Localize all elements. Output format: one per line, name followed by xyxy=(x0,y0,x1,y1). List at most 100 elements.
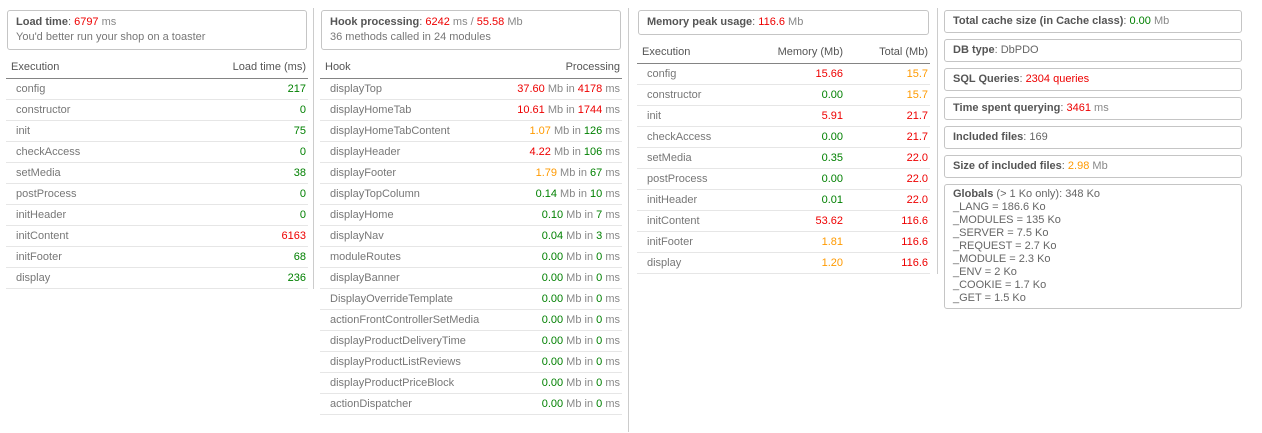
info-box: Included files: 169 xyxy=(944,126,1242,149)
column-header-execution: Execution xyxy=(6,57,153,79)
memory-cell: 0.01 xyxy=(726,189,845,211)
separator: : xyxy=(1023,131,1030,143)
total-memory-cell: 15.7 xyxy=(845,84,930,106)
column-header-hook: Hook xyxy=(320,57,502,79)
execution-name: postProcess xyxy=(637,168,726,190)
hook-time-value: 0 xyxy=(596,251,603,263)
execution-name: config xyxy=(637,63,726,85)
table-row: displayTopColumn 0.14 Mb in 10 ms xyxy=(320,183,622,205)
table-row: displayHomeTab 10.61 Mb in 1744 ms xyxy=(320,99,622,121)
memory-value: 15.66 xyxy=(815,68,843,80)
hook-memory-value: 0.00 xyxy=(541,356,564,368)
separator: : xyxy=(67,16,75,28)
hook-unit-text: ms xyxy=(602,272,620,284)
table-row: initContent 6163 xyxy=(6,225,308,247)
load-time-value: 6163 xyxy=(281,230,306,242)
total-memory-cell: 22.0 xyxy=(845,189,930,211)
hook-tbody: displayTop 37.60 Mb in 4178 ms displayHome… xyxy=(320,78,622,415)
global-variable-line: _REQUEST = 2.7 Ko xyxy=(953,240,1057,252)
hook-memory-value: 0.00 xyxy=(541,314,564,326)
info-box: Size of included files: 2.98 Mb xyxy=(944,155,1242,178)
hook-memory-value: 0.14 xyxy=(535,188,557,200)
table-row: display 236 xyxy=(6,267,308,289)
info-box-value: 169 xyxy=(1029,131,1048,143)
execution-name: constructor xyxy=(637,84,726,106)
hook-unit-text: ms xyxy=(602,104,620,116)
hook-name: displayProductListReviews xyxy=(320,351,502,373)
hook-processing-cell: 0.14 Mb in 10 ms xyxy=(501,183,622,205)
table-row: displayNav 0.04 Mb in 3 ms xyxy=(320,225,622,247)
execution-name: config xyxy=(6,78,153,100)
hook-name: displayProductDeliveryTime xyxy=(320,330,502,352)
table-row: displayHeader 4.22 Mb in 106 ms xyxy=(320,141,622,163)
execution-name: initHeader xyxy=(637,189,726,211)
execution-name: checkAccess xyxy=(637,126,726,148)
hook-time-value: 6242 xyxy=(425,16,450,28)
info-box-value: 2.98 xyxy=(1067,160,1090,172)
hook-unit-text: ms xyxy=(602,335,620,347)
load-time-value: 236 xyxy=(287,272,306,284)
hook-processing-cell: 0.00 Mb in 0 ms xyxy=(501,372,622,394)
total-memory-cell: 22.0 xyxy=(845,168,930,190)
total-memory-value: 116.6 xyxy=(901,215,928,227)
load-time-summary-line: Load time: 6797 ms xyxy=(16,15,298,30)
hook-time-value: 0 xyxy=(596,398,603,410)
hook-unit-text: Mb in xyxy=(544,83,578,95)
hook-processing-panel: Hook processing: 6242 ms / 55.58 Mb 36 m… xyxy=(320,8,629,432)
load-time-cell: 0 xyxy=(152,141,308,163)
hook-name: displayHeader xyxy=(320,141,502,163)
hook-unit-text: ms xyxy=(602,83,620,95)
execution-name: initFooter xyxy=(637,231,726,253)
hook-unit-text: Mb in xyxy=(557,188,591,200)
total-memory-cell: 21.7 xyxy=(845,126,930,148)
load-time-cell: 6163 xyxy=(152,225,308,247)
hook-unit-text: ms xyxy=(602,188,620,200)
hook-memory-value: 1.07 xyxy=(529,125,551,137)
table-row: displayProductListReviews 0.00 Mb in 0 ms xyxy=(320,351,622,373)
total-memory-value: 22.0 xyxy=(906,152,928,164)
memory-value: 0.01 xyxy=(821,194,843,206)
load-time-cell: 0 xyxy=(152,99,308,121)
table-header-row: Execution Load time (ms) xyxy=(6,57,308,79)
execution-name: display xyxy=(637,252,726,274)
hook-time-value: 1744 xyxy=(577,104,603,116)
hook-unit-text: Mb in xyxy=(563,398,597,410)
hook-unit-text: Mb in xyxy=(557,167,591,179)
separator: : xyxy=(1060,102,1067,114)
hook-unit-text: ms xyxy=(602,356,620,368)
load-time-cell: 38 xyxy=(152,162,308,184)
load-time-value: 0 xyxy=(299,209,306,221)
hook-time-value: 0 xyxy=(596,314,603,326)
info-box-value: 3461 xyxy=(1066,102,1091,114)
memory-value: 0.00 xyxy=(821,131,843,143)
info-box-label: Included files xyxy=(953,131,1024,143)
execution-name: init xyxy=(6,120,153,142)
hook-name: displayHomeTab xyxy=(320,99,502,121)
info-box-label: DB type xyxy=(953,44,995,56)
load-time-value: 0 xyxy=(299,146,306,158)
hook-processing-cell: 10.61 Mb in 1744 ms xyxy=(501,99,622,121)
memory-cell: 15.66 xyxy=(726,63,845,85)
hook-unit-text: Mb in xyxy=(563,314,597,326)
hook-memory-value: 55.58 xyxy=(476,16,505,28)
total-memory-cell: 15.7 xyxy=(845,63,930,85)
table-header-row: Hook Processing xyxy=(320,57,622,79)
global-variable-line: _MODULE = 2.3 Ko xyxy=(953,253,1051,265)
memory-cell: 0.35 xyxy=(726,147,845,169)
load-time-cell: 0 xyxy=(152,204,308,226)
hook-processing-cell: 0.00 Mb in 0 ms xyxy=(501,330,622,352)
info-box-label: Total cache size (in Cache class) xyxy=(953,15,1124,27)
table-row: displayBanner 0.00 Mb in 0 ms xyxy=(320,267,622,289)
load-time-value: 217 xyxy=(287,83,306,95)
info-box-list: Total cache size (in Cache class): 0.00 … xyxy=(943,10,1243,178)
hook-unit-text: ms xyxy=(602,293,620,305)
table-header-row: Execution Memory (Mb) Total (Mb) xyxy=(637,42,930,64)
memory-peak-unit: Mb xyxy=(785,16,804,28)
table-row: displayHomeTabContent 1.07 Mb in 126 ms xyxy=(320,120,622,142)
global-variable-line: _COOKIE = 1.7 Ko xyxy=(953,279,1047,291)
hook-time-value: 67 xyxy=(590,167,603,179)
table-row: setMedia 38 xyxy=(6,162,308,184)
separator: : xyxy=(994,44,1001,56)
memory-cell: 0.00 xyxy=(726,168,845,190)
hook-unit-text: ms xyxy=(602,167,620,179)
